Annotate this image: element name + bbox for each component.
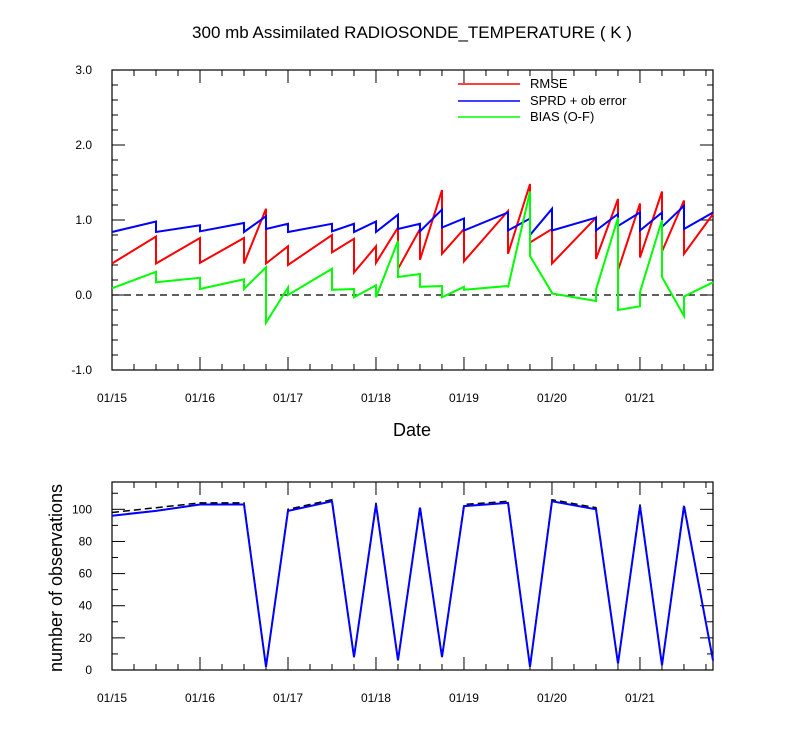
- legend: RMSE SPRD + ob error BIAS (O-F): [458, 76, 627, 124]
- bottom-axis-ticks: [111, 482, 713, 671]
- x-tick-label: 01/19: [449, 391, 479, 405]
- y-axis-title: number of observations: [46, 484, 66, 672]
- series-line-bias-o-f: [111, 191, 714, 327]
- legend-sprd-label: SPRD + ob error: [530, 93, 627, 108]
- top-x-tick-labels: 01/15 01/16 01/17 01/18 01/19 01/20 01/21: [97, 391, 655, 405]
- x-tick-label: 01/21: [625, 691, 655, 705]
- chart-title: 300 mb Assimilated RADIOSONDE_TEMPERATUR…: [192, 23, 632, 42]
- legend-bias-label: BIAS (O-F): [530, 109, 594, 124]
- x-tick-label: 01/17: [273, 391, 303, 405]
- x-tick-label: 01/15: [97, 691, 127, 705]
- series-line-assimilated: [111, 500, 714, 667]
- bottom-plot-frame: [111, 481, 714, 671]
- x-tick-label: 01/16: [185, 691, 215, 705]
- y-tick-label: 60: [79, 567, 93, 581]
- y-tick-label: 1.0: [75, 213, 92, 227]
- top-axis-ticks: [111, 69, 713, 371]
- y-tick-label: 40: [79, 599, 93, 613]
- x-tick-label: 01/16: [185, 391, 215, 405]
- x-tick-label: 01/20: [537, 691, 567, 705]
- y-tick-label: 20: [79, 631, 93, 645]
- x-tick-label: 01/18: [361, 391, 391, 405]
- x-tick-label: 01/15: [97, 391, 127, 405]
- y-tick-label: 0: [85, 663, 92, 677]
- series-line-possible: [111, 498, 714, 667]
- series-line-rmse: [111, 183, 714, 276]
- bottom-series-group: [111, 498, 714, 667]
- top-plot-frame: [111, 69, 714, 371]
- x-tick-label: 01/19: [449, 691, 479, 705]
- y-tick-label: 0.0: [75, 288, 92, 302]
- bottom-y-tick-labels: 0 20 40 60 80 100: [72, 502, 92, 677]
- x-axis-title: Date: [393, 420, 431, 440]
- x-tick-label: 01/18: [361, 691, 391, 705]
- top-chart: 300 mb Assimilated RADIOSONDE_TEMPERATUR…: [71, 23, 714, 440]
- y-tick-label: 100: [72, 502, 92, 516]
- x-tick-label: 01/20: [537, 391, 567, 405]
- top-y-tick-labels: -1.0 0.0 1.0 2.0 3.0: [71, 63, 92, 377]
- x-tick-label: 01/17: [273, 691, 303, 705]
- series-line-sprd-ob-error: [111, 203, 714, 238]
- bottom-x-tick-labels: 01/15 01/16 01/17 01/18 01/19 01/20 01/21: [97, 691, 655, 705]
- top-series-group: [111, 183, 714, 327]
- y-tick-label: -1.0: [71, 363, 92, 377]
- y-tick-label: 3.0: [75, 63, 92, 77]
- y-tick-label: 2.0: [75, 138, 92, 152]
- x-tick-label: 01/21: [625, 391, 655, 405]
- y-tick-label: 80: [79, 534, 93, 548]
- legend-rmse-label: RMSE: [530, 76, 568, 91]
